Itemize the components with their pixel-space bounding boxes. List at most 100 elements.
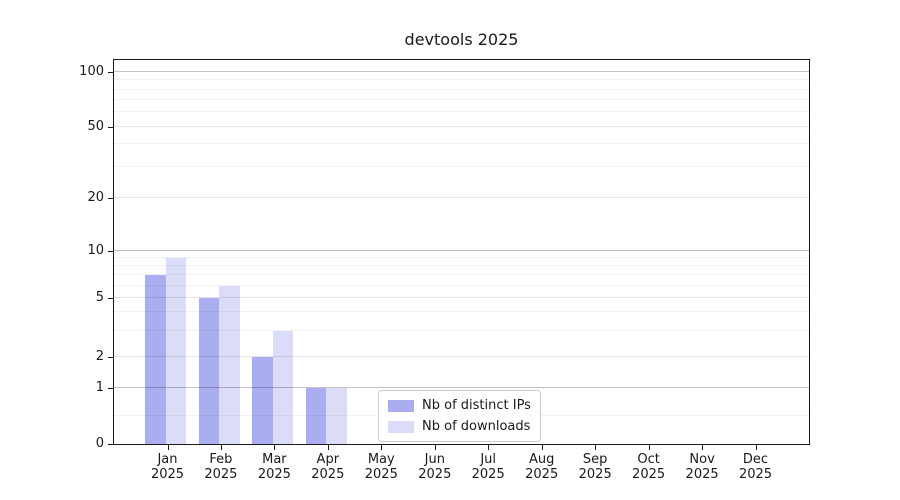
y-tick-mark: [108, 71, 113, 73]
x-tick-year: 2025: [150, 467, 185, 482]
x-tick-month: Jul: [480, 452, 497, 467]
gridline-minor: [114, 265, 809, 267]
x-tick-year: 2025: [364, 467, 398, 482]
x-tick-mark: [381, 445, 383, 450]
gridline-minor: [114, 274, 809, 276]
x-tick-mark: [755, 445, 757, 450]
x-tick-year: 2025: [471, 467, 505, 482]
x-tick-year: 2025: [311, 467, 345, 482]
x-tick-year: 2025: [257, 467, 291, 482]
gridline-major: [114, 70, 809, 72]
gridline-minor: [114, 88, 809, 90]
y-tick-label: 5: [95, 289, 104, 305]
x-tick-year: 2025: [525, 467, 559, 482]
x-tick-mark: [648, 445, 650, 450]
bar-distinct-ips: [145, 275, 166, 444]
legend-item-distinct-ips: Nb of distinct IPs: [388, 395, 531, 416]
x-tick-month: May: [367, 452, 395, 467]
x-tick-month: Sep: [582, 452, 608, 467]
y-tick-label: 50: [87, 118, 104, 134]
x-tick-mark: [327, 445, 329, 450]
y-tick-mark: [108, 297, 113, 299]
x-tick-year: 2025: [418, 467, 452, 482]
x-tick-month: Oct: [637, 452, 660, 467]
x-tick-label: May 2025: [351, 452, 411, 482]
x-tick-label: Dec 2025: [726, 452, 786, 482]
x-tick-month: Jan: [157, 452, 178, 467]
gridline-minor: [114, 311, 809, 313]
y-tick-mark: [108, 198, 113, 200]
x-tick-mark: [167, 445, 169, 450]
x-tick-year: 2025: [685, 467, 719, 482]
x-tick-month: Apr: [316, 452, 340, 467]
x-tick-month: Jun: [424, 452, 445, 467]
x-tick-mark: [541, 445, 543, 450]
x-tick-mark: [220, 445, 222, 450]
x-tick-label: Jan 2025: [138, 452, 198, 482]
x-tick-month: Dec: [742, 452, 769, 467]
y-tick-mark: [108, 126, 113, 128]
bar-distinct-ips: [198, 297, 220, 444]
legend-swatch-downloads: [388, 420, 414, 433]
y-tick-label: 20: [87, 190, 104, 206]
y-tick-mark: [108, 251, 113, 252]
x-tick-label: Mar 2025: [244, 452, 304, 482]
bar-downloads: [272, 330, 294, 444]
gridline-minor: [114, 79, 809, 81]
gridline-major: [114, 296, 809, 298]
gridline-minor: [114, 257, 809, 259]
gridline-minor: [114, 329, 809, 331]
x-tick-label: Jun 2025: [405, 452, 465, 482]
y-tick-mark: [108, 444, 113, 445]
x-tick-label: Feb 2025: [191, 452, 251, 482]
x-tick-label: Sep 2025: [565, 452, 625, 482]
x-tick-label: Aug 2025: [512, 452, 572, 482]
bar-downloads: [219, 285, 240, 444]
gridline-major: [114, 387, 809, 389]
x-tick-year: 2025: [204, 467, 238, 482]
x-tick-month: Feb: [209, 452, 233, 467]
y-tick-label: 10: [87, 243, 104, 258]
x-tick-mark: [274, 445, 276, 450]
x-tick-mark: [702, 445, 704, 450]
x-tick-label: Jul 2025: [458, 452, 518, 482]
legend-item-downloads: Nb of downloads: [388, 416, 531, 437]
x-tick-label: Nov 2025: [672, 452, 732, 482]
legend-label-distinct-ips: Nb of distinct IPs: [422, 398, 531, 413]
legend-swatch-distinct-ips: [388, 399, 414, 412]
gridline-minor: [114, 143, 809, 145]
x-tick-mark: [434, 445, 436, 450]
bar-distinct-ips: [252, 356, 273, 444]
gridline-major: [114, 197, 809, 199]
bar-distinct-ips: [305, 388, 327, 444]
gridline-minor: [114, 99, 809, 101]
x-tick-mark: [488, 445, 490, 450]
x-tick-month: Aug: [528, 452, 555, 467]
x-tick-month: Nov: [689, 452, 715, 467]
gridline-minor: [114, 165, 809, 167]
bar-downloads: [326, 388, 347, 444]
y-tick-label: 100: [79, 63, 104, 79]
chart-title: devtools 2025: [404, 30, 519, 49]
x-tick-mark: [595, 445, 597, 450]
gridline-major: [114, 355, 809, 357]
gridline-minor: [114, 111, 809, 113]
legend-label-downloads: Nb of downloads: [422, 419, 531, 434]
y-tick-mark: [108, 388, 113, 390]
x-tick-year: 2025: [632, 467, 666, 482]
gridline-minor: [114, 284, 809, 286]
plot-area: [113, 59, 810, 445]
y-tick-label: 0: [95, 436, 104, 451]
bar-downloads: [165, 258, 187, 444]
x-tick-year: 2025: [738, 467, 773, 482]
gridline-major: [114, 250, 809, 251]
y-tick-mark: [108, 356, 113, 358]
y-tick-label: 2: [95, 348, 104, 364]
x-tick-year: 2025: [578, 467, 612, 482]
legend: Nb of distinct IPs Nb of downloads: [378, 390, 541, 442]
x-tick-label: Apr 2025: [298, 452, 358, 482]
x-tick-label: Oct 2025: [619, 452, 679, 482]
